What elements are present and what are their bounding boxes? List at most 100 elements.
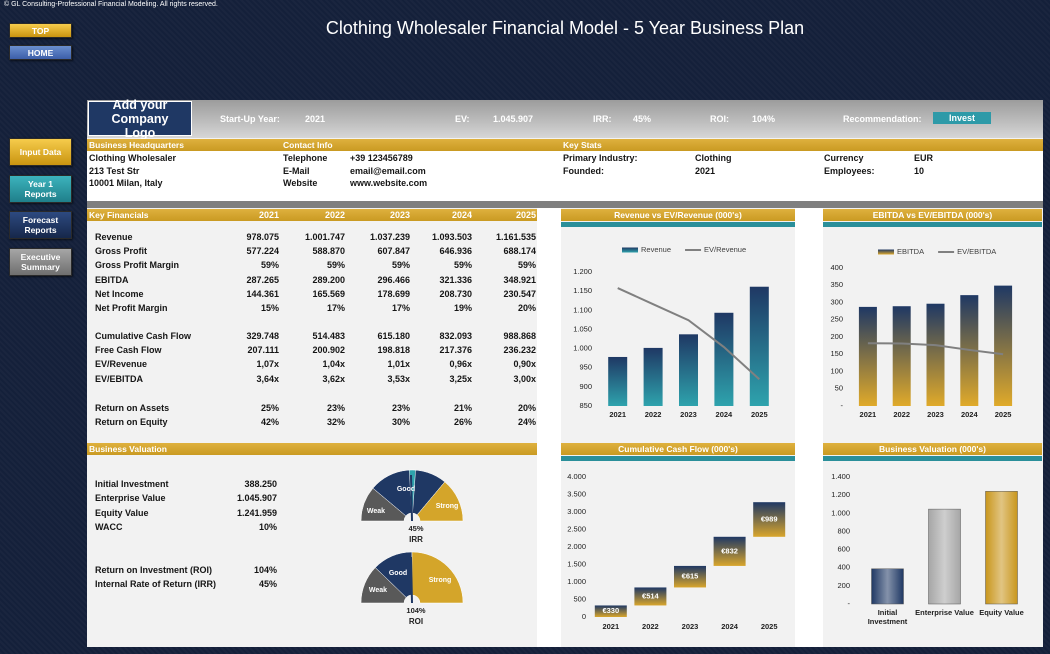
- cell: 208.730: [439, 288, 472, 299]
- info-text: 10001 Milan, Italy: [89, 178, 163, 188]
- bar: [928, 508, 961, 605]
- row-label: EBITDA: [95, 274, 129, 285]
- cell: 688.174: [503, 246, 536, 257]
- x-tick-label: 2021: [602, 622, 619, 631]
- info-value: email@email.com: [350, 166, 426, 176]
- cell: 19%: [453, 303, 472, 313]
- row-label: Return on Assets: [95, 403, 170, 413]
- cell: 178.699: [377, 288, 410, 299]
- chart-header: [561, 443, 795, 455]
- nav-button[interactable]: HOME: [9, 45, 72, 60]
- x-tick-label: 2023: [680, 410, 697, 419]
- y-tick-label: 1.400: [831, 472, 850, 481]
- info-label: Telephone: [283, 153, 328, 163]
- data-label: €615: [682, 572, 699, 581]
- legend-label: EBITDA: [897, 247, 924, 256]
- y-tick-label: 500: [573, 594, 586, 603]
- cell: 1.093.503: [431, 232, 472, 242]
- info-label: E-Mail: [283, 166, 310, 176]
- y-tick-label: 950: [579, 363, 592, 372]
- nav-button[interactable]: TOP: [9, 23, 72, 38]
- recommendation-value[interactable]: Invest: [933, 112, 991, 124]
- cell: 0,96x: [449, 359, 472, 370]
- chart-header: [823, 209, 1042, 221]
- summary-band: [87, 100, 1043, 138]
- cell: 10%: [258, 522, 277, 533]
- cell: 0,90x: [513, 359, 536, 370]
- y-tick-label: 100: [830, 366, 843, 375]
- menu-button[interactable]: Forecast Reports: [9, 211, 72, 239]
- cell: 296.466: [377, 274, 410, 285]
- cell: 1.045.907: [236, 493, 277, 504]
- y-tick-label: 600: [837, 545, 850, 554]
- y-tick-label: 1.000: [831, 508, 850, 517]
- cell: 59%: [517, 260, 536, 271]
- cell: 42%: [260, 417, 279, 428]
- separator: [87, 201, 1043, 208]
- cell: 45%: [258, 579, 277, 590]
- bar: [679, 334, 698, 406]
- y-tick-label: 150: [830, 349, 843, 358]
- cell: 59%: [326, 260, 345, 271]
- info-value: Clothing: [695, 153, 732, 163]
- company-logo[interactable]: Add your Company Logo: [88, 98, 192, 140]
- bar: [892, 306, 911, 406]
- row-label: Net Profit Margin: [95, 303, 168, 313]
- gauge-label: Good: [397, 486, 415, 493]
- bar: [858, 306, 877, 406]
- cell: 104%: [253, 565, 277, 575]
- cell: 236.232: [503, 345, 536, 356]
- bar: [994, 285, 1013, 406]
- bar: [753, 502, 786, 537]
- gauge-label: Good: [389, 570, 407, 577]
- y-tick-label: 200: [830, 332, 843, 341]
- x-tick-label: 2022: [642, 622, 659, 631]
- summary-value: 2021: [305, 114, 326, 124]
- cell: 1,04x: [322, 359, 345, 370]
- info-value: EUR: [914, 153, 934, 163]
- x-tick-label: 2024: [721, 622, 739, 631]
- bar: [608, 356, 628, 406]
- column-header: 2025: [515, 210, 536, 220]
- gauge-name: IRR: [409, 535, 423, 544]
- cell: 588.870: [312, 246, 345, 257]
- bar: [926, 303, 945, 406]
- chart-header: [561, 209, 795, 221]
- x-tick-label: 2021: [860, 410, 877, 419]
- cell: 30%: [391, 417, 410, 428]
- info-value: 2021: [695, 166, 716, 176]
- cell: 3,64x: [256, 373, 279, 384]
- cell: 23%: [326, 403, 345, 413]
- gauge-needle: [410, 556, 413, 604]
- chart-strip: [823, 222, 1042, 227]
- y-tick-label: 850: [579, 401, 592, 410]
- cell: 59%: [391, 260, 410, 271]
- cell: 3,25x: [449, 373, 472, 384]
- x-tick-label: 2024: [961, 410, 979, 419]
- section-title: Business Headquarters: [89, 140, 184, 150]
- info-text: 213 Test Str: [89, 166, 140, 176]
- menu-button[interactable]: Input Data: [9, 138, 72, 166]
- summary-label: EV:: [455, 114, 470, 124]
- info-panel: [87, 151, 1043, 201]
- gauge-value: 104%: [406, 606, 426, 615]
- y-tick-label: 1.000: [573, 344, 592, 353]
- x-tick-label: 2025: [751, 410, 768, 419]
- bar: [634, 587, 667, 606]
- y-tick-label: 3.000: [567, 507, 586, 516]
- cell: 17%: [391, 303, 410, 313]
- info-label: Employees:: [824, 166, 875, 176]
- legend-label: EV/EBITDA: [957, 247, 996, 256]
- cell: 514.483: [312, 331, 345, 341]
- menu-button[interactable]: Executive Summary: [9, 248, 72, 276]
- menu-button[interactable]: Year 1 Reports: [9, 175, 72, 203]
- cell: 1.161.535: [495, 232, 536, 242]
- cell: 988.868: [503, 331, 536, 341]
- cell: 3,00x: [513, 373, 536, 384]
- cell: 287.265: [246, 274, 279, 285]
- y-tick-label: 400: [830, 263, 843, 272]
- bar: [714, 312, 734, 406]
- row-label: Equity Value: [95, 507, 149, 518]
